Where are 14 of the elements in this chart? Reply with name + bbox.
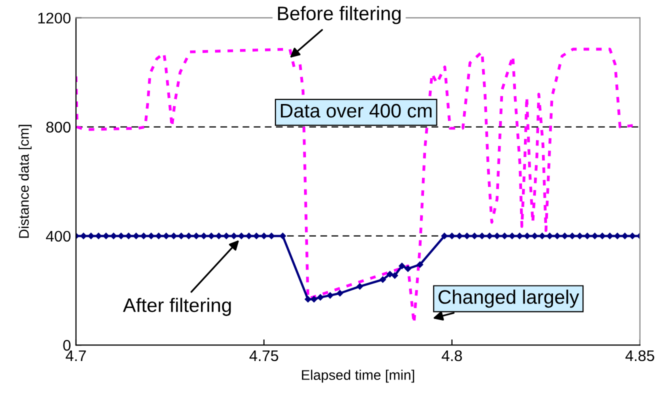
annotation: Before filtering (278, 6, 401, 24)
x-tick-label: 4.8 (442, 350, 462, 362)
ref-line-label: Data over 400 cm (280, 104, 432, 118)
y-axis-title: Distance data [cm] (18, 124, 32, 238)
x-tick-label: 4.7 (66, 350, 86, 361)
x-tick-label: 4.75 (249, 350, 278, 362)
annotation: Changed largely (438, 290, 580, 308)
y-tick-label: 1200 (38, 12, 71, 24)
annotation: After filtering (122, 298, 231, 316)
y-tick-label: 0 (63, 340, 71, 351)
x-axis-title: Elapsed time [min] (302, 370, 414, 383)
x-tick-label: 4.85 (625, 350, 654, 362)
y-tick-label: 400 (46, 230, 71, 242)
y-tick-label: 800 (46, 122, 71, 133)
